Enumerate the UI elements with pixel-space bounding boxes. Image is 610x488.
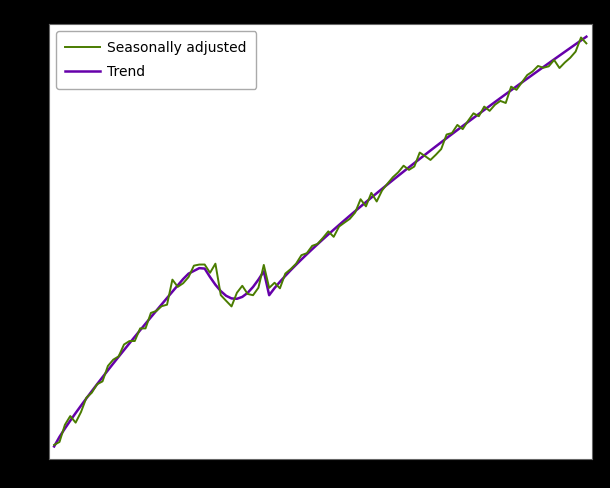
Trend (174, 283, 181, 288)
Legend: Seasonally adjusted, Trend: Seasonally adjusted, Trend (56, 31, 256, 88)
Seasonally adjusted (368, 190, 375, 196)
Seasonally adjusted (152, 308, 160, 314)
Seasonally adjusted (583, 41, 590, 46)
Line: Seasonally adjusted: Seasonally adjusted (54, 38, 586, 445)
Trend (556, 53, 563, 59)
Trend (325, 231, 332, 237)
Seasonally adjusted (556, 65, 563, 71)
Seasonally adjusted (577, 35, 584, 41)
Seasonally adjusted (51, 442, 58, 448)
Trend (368, 195, 375, 201)
Trend (51, 444, 58, 449)
Seasonally adjusted (174, 284, 181, 290)
Trend (583, 34, 590, 40)
Seasonally adjusted (325, 228, 332, 234)
Trend (152, 308, 160, 314)
Line: Trend: Trend (54, 37, 586, 447)
Seasonally adjusted (540, 65, 547, 71)
Trend (540, 64, 547, 70)
